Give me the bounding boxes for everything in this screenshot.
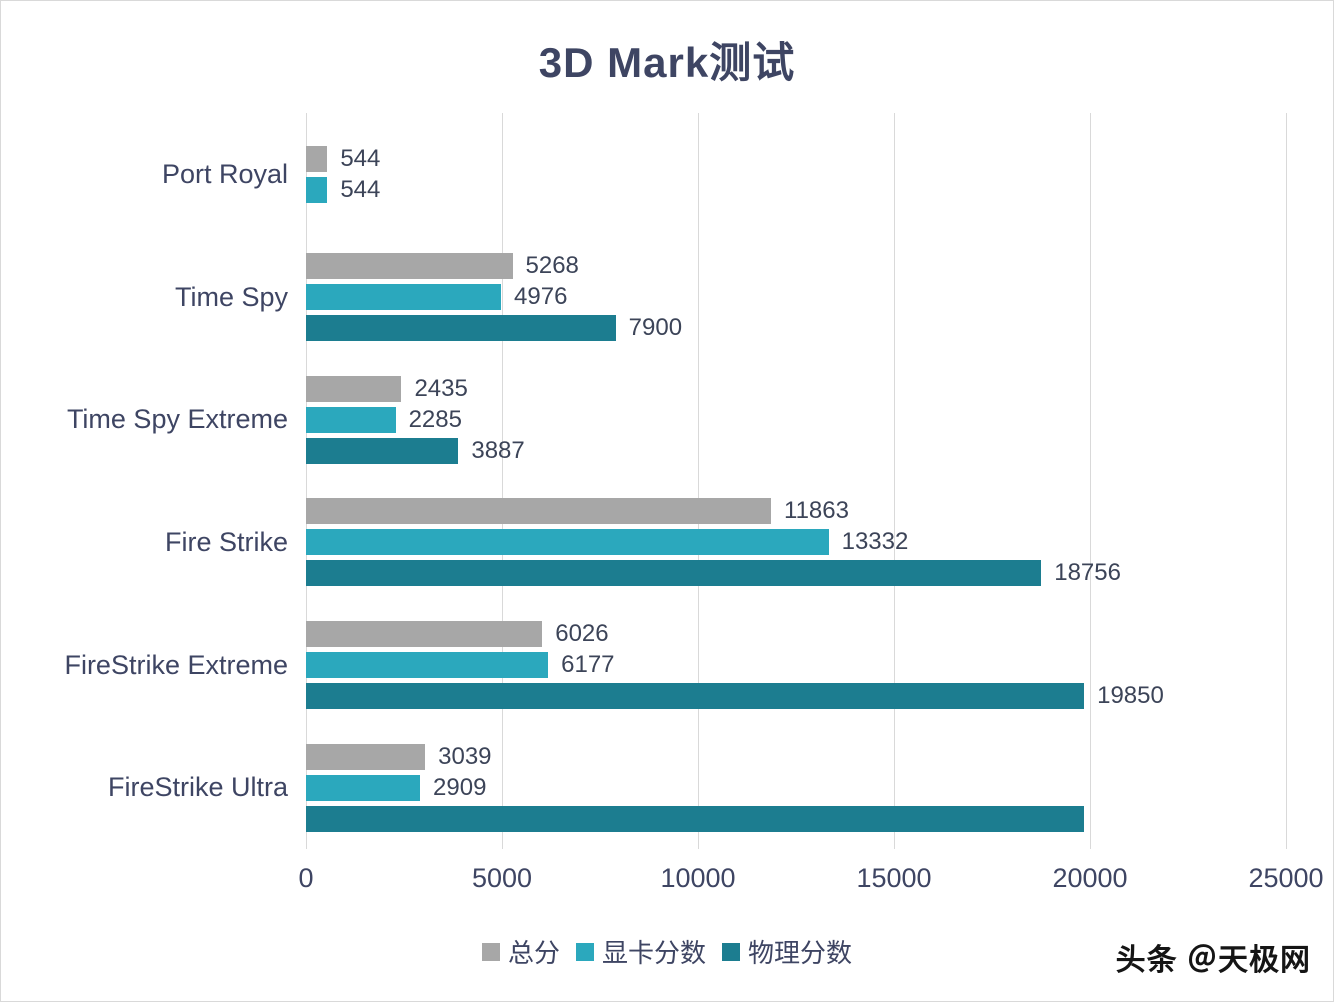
gridline — [894, 113, 895, 849]
x-tick-label: 25000 — [1248, 863, 1324, 893]
gridline — [1090, 113, 1091, 849]
bar-group: 544 544 — [306, 113, 1286, 236]
legend-label: 物理分数 — [748, 938, 853, 968]
bar-line: 2909 — [306, 773, 1286, 801]
bar — [306, 176, 328, 203]
bar-line: 3887 — [306, 436, 1286, 464]
legend-swatch — [722, 942, 740, 961]
bar-line — [306, 805, 1286, 832]
bar-group: 3039 2909 — [306, 726, 1286, 849]
bar-group: 5268 4976 7900 — [306, 236, 1286, 359]
bar-line: 2285 — [306, 405, 1286, 433]
legend-swatch — [575, 942, 594, 961]
bar-group: 6026 6177 19850 — [306, 604, 1286, 727]
bar — [306, 253, 513, 279]
bar-value-label: 7900 — [628, 314, 683, 341]
bar — [306, 805, 1085, 832]
category-label: FireStrike Extreme — [64, 649, 288, 680]
bar-value-label: 6026 — [555, 620, 609, 648]
bar-line: 13332 — [306, 528, 1286, 556]
bar-value-label: 544 — [340, 175, 381, 203]
bar — [306, 437, 459, 464]
legend-swatch — [481, 942, 500, 961]
plot-rows: 544 544 5268 4976 7900 2435 2285 3887 11863 13332… — [306, 113, 1286, 849]
x-tick-label: 0 — [298, 863, 314, 893]
bar-line: 19850 — [306, 682, 1286, 710]
watermark: 头条 ＠天极网 — [1115, 944, 1311, 977]
bar-value-label: 3039 — [438, 742, 492, 770]
bar-line: 18756 — [306, 559, 1286, 587]
x-tick-label: 5000 — [471, 863, 533, 893]
plot-area: 544 544 5268 4976 7900 2435 2285 3887 11863 13332… — [306, 113, 1287, 849]
bar-value-label: 6177 — [561, 651, 615, 679]
bar-value-label: 11863 — [784, 497, 849, 525]
bar-line: 4976 — [306, 283, 1286, 310]
bar-line: 6026 — [306, 620, 1286, 648]
x-axis: 0 5000 10000 15000 20000 25000 — [298, 863, 1323, 899]
category-label: Port Royal — [161, 158, 288, 189]
bar-value-label: 13332 — [841, 528, 909, 556]
gridline — [306, 113, 307, 849]
bar — [306, 683, 1085, 710]
x-tick-label: 10000 — [660, 863, 736, 893]
bar-value-label: 2909 — [433, 773, 487, 801]
bar — [306, 315, 616, 341]
legend-item: 显卡分数 — [575, 933, 706, 970]
bar — [306, 652, 549, 679]
bar-value-label: 5268 — [525, 252, 579, 279]
bar — [306, 560, 1042, 587]
bar — [306, 498, 772, 525]
gridline — [1286, 113, 1287, 849]
legend-item: 物理分数 — [722, 933, 852, 970]
bar-line: 11863 — [306, 497, 1286, 525]
bar-value-label: 2285 — [408, 405, 462, 433]
bar-line: 7900 — [306, 314, 1286, 341]
bar-line: 5268 — [306, 252, 1286, 279]
legend: 总分 显卡分数 物理分数 — [1, 933, 1333, 970]
bar-line: 6177 — [306, 651, 1286, 679]
bar-group: 11863 13332 18756 — [306, 481, 1286, 604]
category-labels: Port Royal Time Spy Time Spy Extreme Fire S… — [1, 113, 288, 849]
x-tick-label: 15000 — [856, 863, 932, 893]
bar — [306, 284, 502, 310]
bar-group: 2435 2285 3887 — [306, 358, 1286, 481]
legend-label: 显卡分数 — [601, 938, 706, 968]
x-tick-label: 20000 — [1052, 863, 1128, 893]
bar-line: 3039 — [306, 742, 1286, 770]
legend-label: 总分 — [507, 938, 560, 968]
gridline — [698, 113, 699, 849]
bar — [306, 529, 829, 556]
category-label: Time Spy — [174, 281, 288, 312]
gridline — [502, 113, 503, 849]
category-label: Time Spy Extreme — [66, 404, 288, 435]
bar-line: 2435 — [306, 374, 1286, 402]
bar — [306, 743, 426, 770]
category-label: Fire Strike — [164, 526, 288, 557]
gridlines — [306, 113, 1287, 849]
legend-item: 总分 — [481, 933, 560, 970]
bar-value-label: 4976 — [514, 283, 568, 310]
bar-value-label: 3887 — [471, 436, 525, 464]
bar-value-label: 544 — [340, 144, 381, 172]
bar-value-label: 2435 — [414, 374, 468, 402]
bar — [306, 145, 328, 172]
chart-title: 3D Mark测试 — [538, 39, 796, 86]
bar — [306, 406, 396, 433]
bar-value-label: 19850 — [1097, 682, 1164, 710]
bar-line: 544 — [306, 144, 1286, 172]
bar — [306, 774, 421, 801]
bar-value-label: 18756 — [1054, 559, 1121, 587]
bar-line: 544 — [306, 175, 1286, 203]
bar — [306, 621, 543, 648]
bar — [306, 375, 402, 402]
category-label: FireStrike Ultra — [107, 772, 288, 803]
